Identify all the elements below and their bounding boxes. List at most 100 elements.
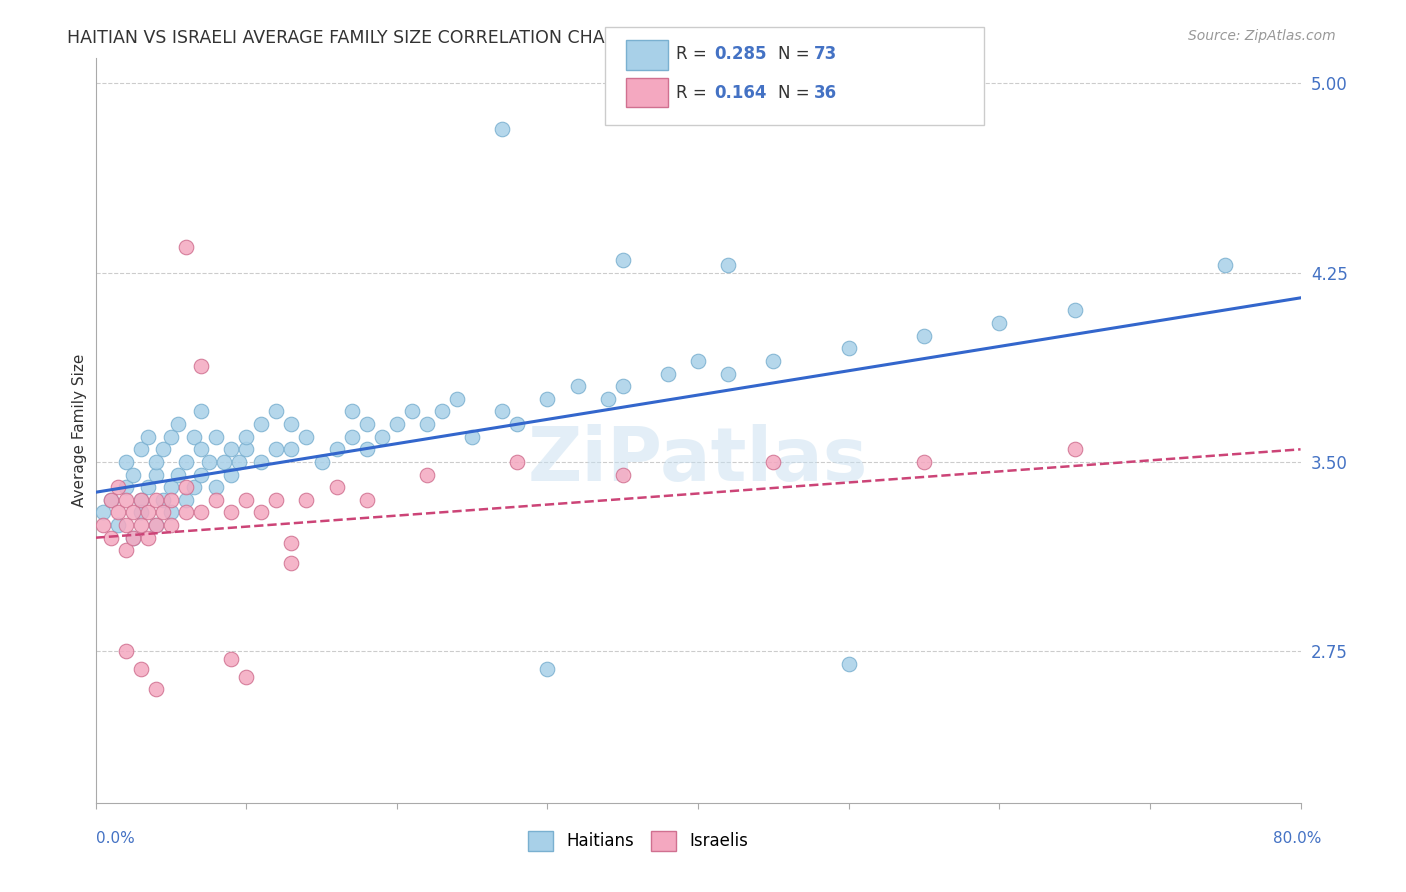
Point <box>228 455 250 469</box>
Point <box>107 480 129 494</box>
Point <box>145 455 167 469</box>
Point <box>686 354 709 368</box>
Point <box>612 252 634 267</box>
Point <box>174 492 197 507</box>
Point <box>183 480 205 494</box>
Point <box>491 121 513 136</box>
Point <box>122 531 145 545</box>
Point <box>152 505 174 519</box>
Point <box>129 662 152 676</box>
Point <box>912 455 935 469</box>
Point <box>136 480 159 494</box>
Point <box>717 367 740 381</box>
Point <box>235 442 257 457</box>
Point <box>129 505 152 519</box>
Point <box>114 455 136 469</box>
Point <box>212 455 235 469</box>
Point <box>219 467 242 482</box>
Point <box>100 492 122 507</box>
Point <box>612 379 634 393</box>
Point <box>235 430 257 444</box>
Point <box>190 442 212 457</box>
Point <box>340 430 363 444</box>
Point <box>461 430 484 444</box>
Point <box>311 455 333 469</box>
Text: 0.0%: 0.0% <box>96 830 135 846</box>
Point <box>129 442 152 457</box>
Point <box>1063 303 1085 318</box>
Point <box>190 359 212 373</box>
Text: ZiPatlas: ZiPatlas <box>527 424 869 497</box>
Point <box>1213 258 1236 272</box>
Point <box>160 492 183 507</box>
Point <box>838 342 860 356</box>
Point <box>114 644 136 658</box>
Point <box>145 518 167 533</box>
Point <box>280 535 302 549</box>
Point <box>136 430 159 444</box>
Point <box>219 505 242 519</box>
Point <box>122 531 145 545</box>
Point <box>988 316 1011 330</box>
Point <box>114 480 136 494</box>
Point <box>174 505 197 519</box>
Point <box>145 518 167 533</box>
Point <box>401 404 423 418</box>
Point <box>114 492 136 507</box>
Point <box>717 258 740 272</box>
Point <box>325 442 347 457</box>
Point <box>205 492 228 507</box>
Point <box>122 467 145 482</box>
Point <box>205 480 228 494</box>
Point <box>596 392 619 406</box>
Point <box>416 467 439 482</box>
Point <box>190 467 212 482</box>
Point <box>152 442 174 457</box>
Point <box>136 531 159 545</box>
Point <box>430 404 453 418</box>
Point <box>122 505 145 519</box>
Point <box>136 505 159 519</box>
Text: R =: R = <box>676 84 713 102</box>
Text: R =: R = <box>676 45 713 63</box>
Point <box>371 430 394 444</box>
Point <box>356 417 378 431</box>
Point <box>356 442 378 457</box>
Point <box>145 682 167 697</box>
Point <box>219 442 242 457</box>
Point <box>219 652 242 666</box>
Legend: Haitians, Israelis: Haitians, Israelis <box>522 824 755 858</box>
Point <box>167 467 190 482</box>
Point <box>325 480 347 494</box>
Point <box>491 404 513 418</box>
Point <box>250 455 273 469</box>
Point <box>280 556 302 570</box>
Text: N =: N = <box>778 84 814 102</box>
Point <box>197 455 219 469</box>
Text: 0.285: 0.285 <box>714 45 766 63</box>
Point <box>1063 442 1085 457</box>
Point <box>160 505 183 519</box>
Point <box>536 392 558 406</box>
Point <box>129 492 152 507</box>
Point <box>190 505 212 519</box>
Point <box>160 518 183 533</box>
Point <box>280 417 302 431</box>
Point <box>167 417 190 431</box>
Point <box>145 467 167 482</box>
Text: 73: 73 <box>814 45 838 63</box>
Point <box>266 442 288 457</box>
Point <box>129 492 152 507</box>
Point <box>416 417 439 431</box>
Point <box>250 417 273 431</box>
Text: 0.164: 0.164 <box>714 84 766 102</box>
Point <box>280 442 302 457</box>
Point <box>174 240 197 254</box>
Point <box>145 492 167 507</box>
Point <box>114 518 136 533</box>
Text: 36: 36 <box>814 84 837 102</box>
Point <box>567 379 589 393</box>
Point <box>295 492 318 507</box>
Point <box>506 417 529 431</box>
Point <box>612 467 634 482</box>
